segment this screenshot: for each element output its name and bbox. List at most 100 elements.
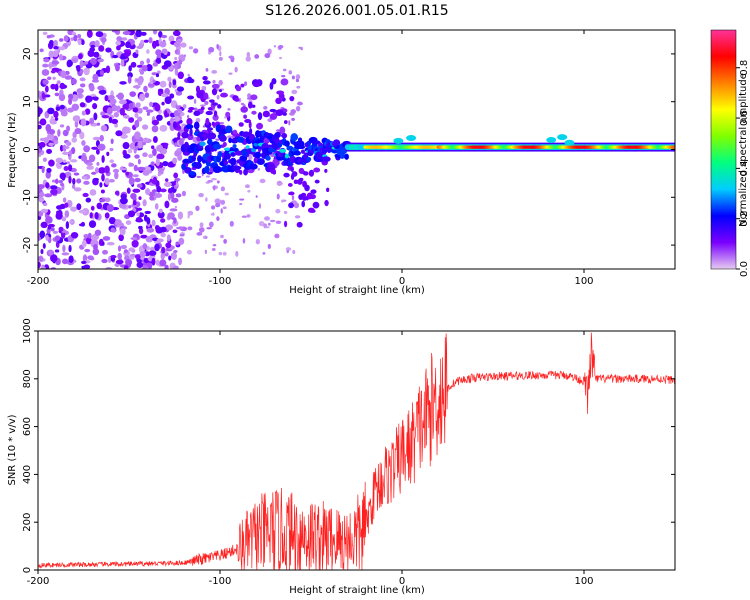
x-tick-label: 100 bbox=[574, 276, 593, 287]
diffuse-blob bbox=[217, 104, 222, 109]
noise-blob bbox=[123, 249, 128, 253]
noise-blob bbox=[156, 153, 165, 160]
x-tick-label: 0 bbox=[399, 576, 405, 587]
noise-blob bbox=[167, 161, 175, 168]
noise-blob bbox=[78, 209, 87, 214]
noise-blob bbox=[176, 38, 183, 43]
noise-blob bbox=[107, 256, 112, 264]
noise-blob bbox=[48, 142, 55, 147]
noise-blob bbox=[187, 115, 190, 119]
noise-blob bbox=[89, 117, 95, 125]
noise-blob bbox=[100, 111, 106, 116]
noise-blob bbox=[87, 49, 95, 57]
diffuse-blob bbox=[187, 95, 195, 100]
noise-blob bbox=[52, 50, 59, 58]
noise-blob bbox=[239, 198, 245, 201]
noise-blob bbox=[172, 157, 178, 164]
noise-blob bbox=[194, 141, 201, 144]
diffuse-blob bbox=[298, 167, 305, 174]
noise-blob bbox=[91, 96, 99, 101]
noise-blob bbox=[149, 101, 154, 107]
noise-blob bbox=[172, 121, 177, 129]
x-tick-label: 0 bbox=[399, 276, 405, 287]
noise-blob bbox=[80, 155, 88, 162]
noise-blob bbox=[79, 102, 86, 108]
carrier-blob bbox=[181, 131, 189, 139]
noise-blob bbox=[84, 108, 91, 115]
noise-blob bbox=[46, 148, 53, 154]
diffuse-blob bbox=[287, 183, 293, 187]
x-tick-label: -100 bbox=[209, 276, 232, 287]
noise-blob bbox=[212, 185, 216, 191]
y-tick-label: 0 bbox=[22, 567, 33, 573]
carrier-blob bbox=[194, 161, 202, 169]
noise-blob bbox=[108, 179, 115, 183]
noise-blob bbox=[119, 167, 128, 171]
noise-blob bbox=[120, 134, 128, 139]
noise-blob bbox=[168, 81, 172, 88]
noise-blob bbox=[125, 171, 130, 176]
noise-blob bbox=[83, 264, 91, 269]
diffuse-blob bbox=[186, 118, 193, 126]
noise-blob bbox=[90, 205, 95, 211]
noise-blob bbox=[160, 252, 165, 260]
noise-blob bbox=[194, 107, 198, 111]
noise-blob bbox=[94, 40, 100, 48]
diffuse-blob bbox=[296, 221, 303, 228]
noise-blob bbox=[155, 57, 162, 64]
noise-blob bbox=[199, 104, 206, 107]
diffuse-blob bbox=[188, 107, 195, 111]
noise-blob bbox=[115, 63, 120, 72]
noise-blob bbox=[154, 193, 163, 198]
noise-blob bbox=[91, 171, 97, 175]
noise-blob bbox=[220, 200, 225, 204]
noise-blob bbox=[291, 200, 297, 204]
noise-blob bbox=[76, 178, 82, 184]
noise-blob bbox=[87, 255, 94, 260]
noise-blob bbox=[273, 45, 277, 48]
noise-blob bbox=[72, 115, 81, 122]
noise-blob bbox=[177, 132, 181, 138]
noise-blob bbox=[175, 104, 178, 110]
noise-blob bbox=[144, 210, 151, 215]
noise-blob bbox=[151, 257, 156, 266]
diffuse-blob bbox=[293, 179, 299, 184]
noise-blob bbox=[167, 76, 172, 82]
diffuse-blob bbox=[203, 92, 209, 100]
noise-blob bbox=[52, 230, 59, 234]
noise-blob bbox=[41, 92, 46, 100]
noise-blob bbox=[53, 45, 59, 50]
noise-blob bbox=[47, 226, 52, 230]
noise-blob bbox=[152, 136, 158, 144]
colorbar-tick-label: 0.8 bbox=[739, 60, 750, 76]
noise-blob bbox=[259, 178, 266, 184]
noise-blob bbox=[248, 154, 253, 161]
diffuse-blob bbox=[244, 118, 252, 123]
noise-blob bbox=[203, 86, 207, 91]
noise-blob bbox=[128, 117, 135, 123]
noise-blob bbox=[152, 79, 156, 83]
noise-blob bbox=[129, 256, 135, 260]
noise-blob bbox=[136, 167, 144, 171]
noise-blob bbox=[208, 46, 215, 53]
noise-blob bbox=[64, 145, 70, 149]
diffuse-blob bbox=[240, 106, 248, 113]
noise-blob bbox=[170, 181, 177, 187]
noise-blob bbox=[65, 141, 72, 147]
noise-blob bbox=[150, 145, 155, 150]
noise-blob bbox=[102, 236, 111, 241]
noise-blob bbox=[100, 124, 108, 132]
carrier-blob bbox=[228, 137, 233, 144]
diffuse-blob bbox=[253, 82, 261, 88]
noise-blob bbox=[211, 177, 218, 181]
carrier-bump bbox=[546, 136, 557, 143]
noise-blob bbox=[93, 51, 100, 58]
noise-blob bbox=[116, 45, 121, 51]
noise-blob bbox=[70, 147, 76, 155]
noise-blob bbox=[138, 227, 144, 235]
noise-blob bbox=[81, 140, 86, 146]
noise-blob bbox=[84, 61, 89, 65]
noise-blob bbox=[106, 204, 114, 212]
noise-blob bbox=[49, 185, 58, 190]
noise-blob bbox=[161, 246, 166, 254]
